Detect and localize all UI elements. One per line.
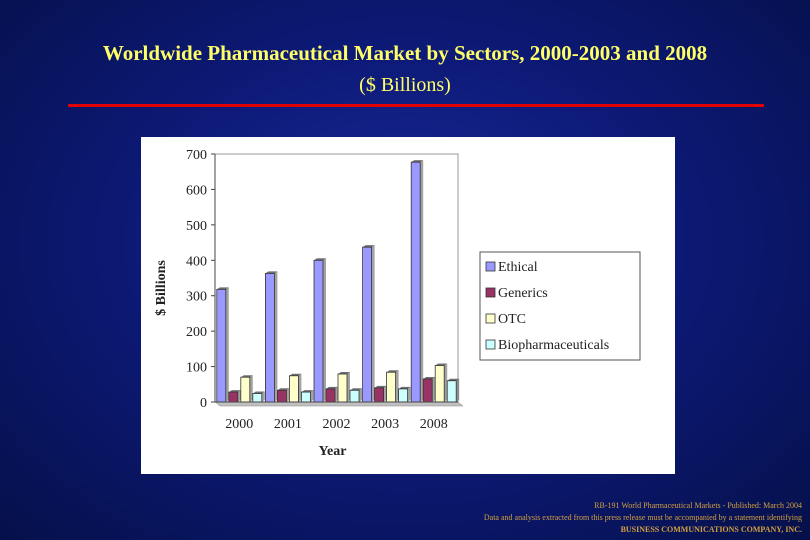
- bar-side-biopharmaceuticals: [407, 386, 411, 402]
- bar-side-ethical: [371, 245, 375, 402]
- bar-ethical: [313, 259, 324, 403]
- bar-side-generics: [383, 385, 387, 402]
- bar-side-otc: [298, 373, 302, 402]
- y-tick-label: 500: [186, 219, 207, 234]
- legend-swatch-generics: [485, 287, 496, 298]
- bar-top-otc: [386, 370, 399, 373]
- bar-top-biopharmaceuticals: [447, 378, 460, 381]
- bar-otc: [386, 371, 397, 403]
- bar-side-otc: [249, 375, 253, 402]
- bar-side-biopharmaceuticals: [310, 390, 314, 402]
- bar-side-ethical: [323, 258, 326, 402]
- footer-line-1: RB-191 World Pharmaceutical Markets - Pu…: [594, 501, 802, 510]
- y-tick-label: 100: [186, 361, 207, 376]
- bar-top-otc: [240, 375, 253, 378]
- legend-swatch-otc: [485, 313, 496, 324]
- legend-label-otc: OTC: [498, 312, 526, 327]
- bar-side-generics: [237, 390, 241, 402]
- legend-swatch-biopharmaceuticals: [485, 339, 496, 350]
- bar-top-generics: [228, 390, 241, 393]
- y-tick-label: 200: [186, 325, 207, 340]
- bar-top-generics: [326, 386, 338, 389]
- bar-ethical: [216, 288, 227, 403]
- chart-panel: 0 100 200 300 400 500 600 700 2000 2001 2002 2003 20…: [141, 137, 675, 474]
- bar-generics: [374, 387, 385, 403]
- bar-top-ethical: [411, 160, 424, 163]
- bar-top-biopharmaceuticals: [252, 391, 265, 394]
- bar-side-biopharmaceuticals: [359, 388, 362, 402]
- bar-top-ethical: [314, 258, 326, 261]
- legend-label-generics: Generics: [498, 286, 548, 301]
- bar-side-ethical: [274, 271, 278, 402]
- bar-top-generics: [423, 376, 436, 379]
- x-tick-label: 2003: [371, 417, 399, 432]
- title-divider: [68, 104, 764, 107]
- y-axis-title: $ Billions: [154, 260, 169, 316]
- bar-top-otc: [338, 372, 350, 375]
- bar-otc: [337, 373, 348, 403]
- bar-top-ethical: [265, 271, 278, 274]
- footer-citation: RB-191 World Pharmaceutical Markets - Pu…: [382, 500, 802, 536]
- bar-side-biopharmaceuticals: [456, 378, 460, 402]
- bar-top-ethical: [362, 245, 375, 248]
- slide-title: Worldwide Pharmaceutical Market by Secto…: [102, 41, 708, 65]
- bar-biopharmaceuticals: [446, 380, 457, 403]
- slide-subtitle: ($ Billions): [359, 74, 451, 96]
- x-tick-label: 2001: [274, 417, 302, 432]
- bar-side-otc: [395, 370, 399, 402]
- bar-ethical: [410, 161, 421, 403]
- bar-top-generics: [277, 388, 290, 391]
- footer-line-3: BUSINESS COMMUNICATIONS COMPANY, INC.: [620, 525, 802, 534]
- bar-chart: 0 100 200 300 400 500 600 700 2000 2001 2002 2003 20…: [154, 148, 641, 459]
- bar-side-otc: [347, 372, 350, 402]
- y-tick-label: 300: [186, 290, 207, 305]
- bar-ethical: [265, 272, 275, 403]
- bar-side-generics: [335, 386, 338, 402]
- bar-side-generics: [286, 388, 290, 402]
- plot-floor: [214, 401, 464, 407]
- legend-box: [479, 251, 641, 361]
- x-axis-title: Year: [319, 444, 347, 459]
- y-tick-label: 600: [186, 183, 207, 198]
- x-tick-label: 2008: [420, 417, 448, 432]
- bar-top-biopharmaceuticals: [301, 390, 314, 393]
- bar-ethical: [362, 246, 373, 403]
- bar-generics: [325, 388, 336, 403]
- bar-top-otc: [435, 363, 448, 366]
- bar-top-biopharmaceuticals: [398, 386, 411, 389]
- bar-side-ethical: [420, 160, 424, 402]
- bar-top-otc: [289, 373, 302, 376]
- legend-label-ethical: Ethical: [498, 260, 538, 275]
- x-tick-label: 2000: [225, 417, 253, 432]
- bar-otc: [434, 365, 445, 403]
- legend-swatch-ethical: [485, 261, 496, 272]
- bar-generics: [276, 389, 287, 403]
- bar-generics: [228, 391, 239, 403]
- y-tick-label: 400: [186, 254, 207, 269]
- bar-generics: [422, 378, 433, 403]
- bar-top-ethical: [216, 287, 229, 290]
- footer-line-2: Data and analysis extracted from this pr…: [483, 513, 802, 522]
- bar-side-generics: [432, 376, 436, 402]
- bar-biopharmaceuticals: [300, 391, 311, 403]
- y-tick-label: 700: [186, 148, 207, 163]
- bar-biopharmaceuticals: [252, 393, 263, 403]
- bar-biopharmaceuticals: [349, 389, 360, 403]
- x-tick-label: 2002: [323, 417, 351, 432]
- bar-top-biopharmaceuticals: [350, 388, 362, 391]
- bar-otc: [288, 375, 299, 403]
- bar-otc: [240, 376, 251, 403]
- y-tick-label: 0: [200, 396, 207, 411]
- bar-side-ethical: [225, 287, 229, 402]
- legend-label-biopharmaceuticals: Biopharmaceuticals: [498, 338, 609, 353]
- bar-top-generics: [374, 385, 387, 388]
- bar-biopharmaceuticals: [398, 388, 409, 403]
- bar-side-otc: [444, 363, 448, 402]
- bar-side-biopharmaceuticals: [261, 391, 265, 402]
